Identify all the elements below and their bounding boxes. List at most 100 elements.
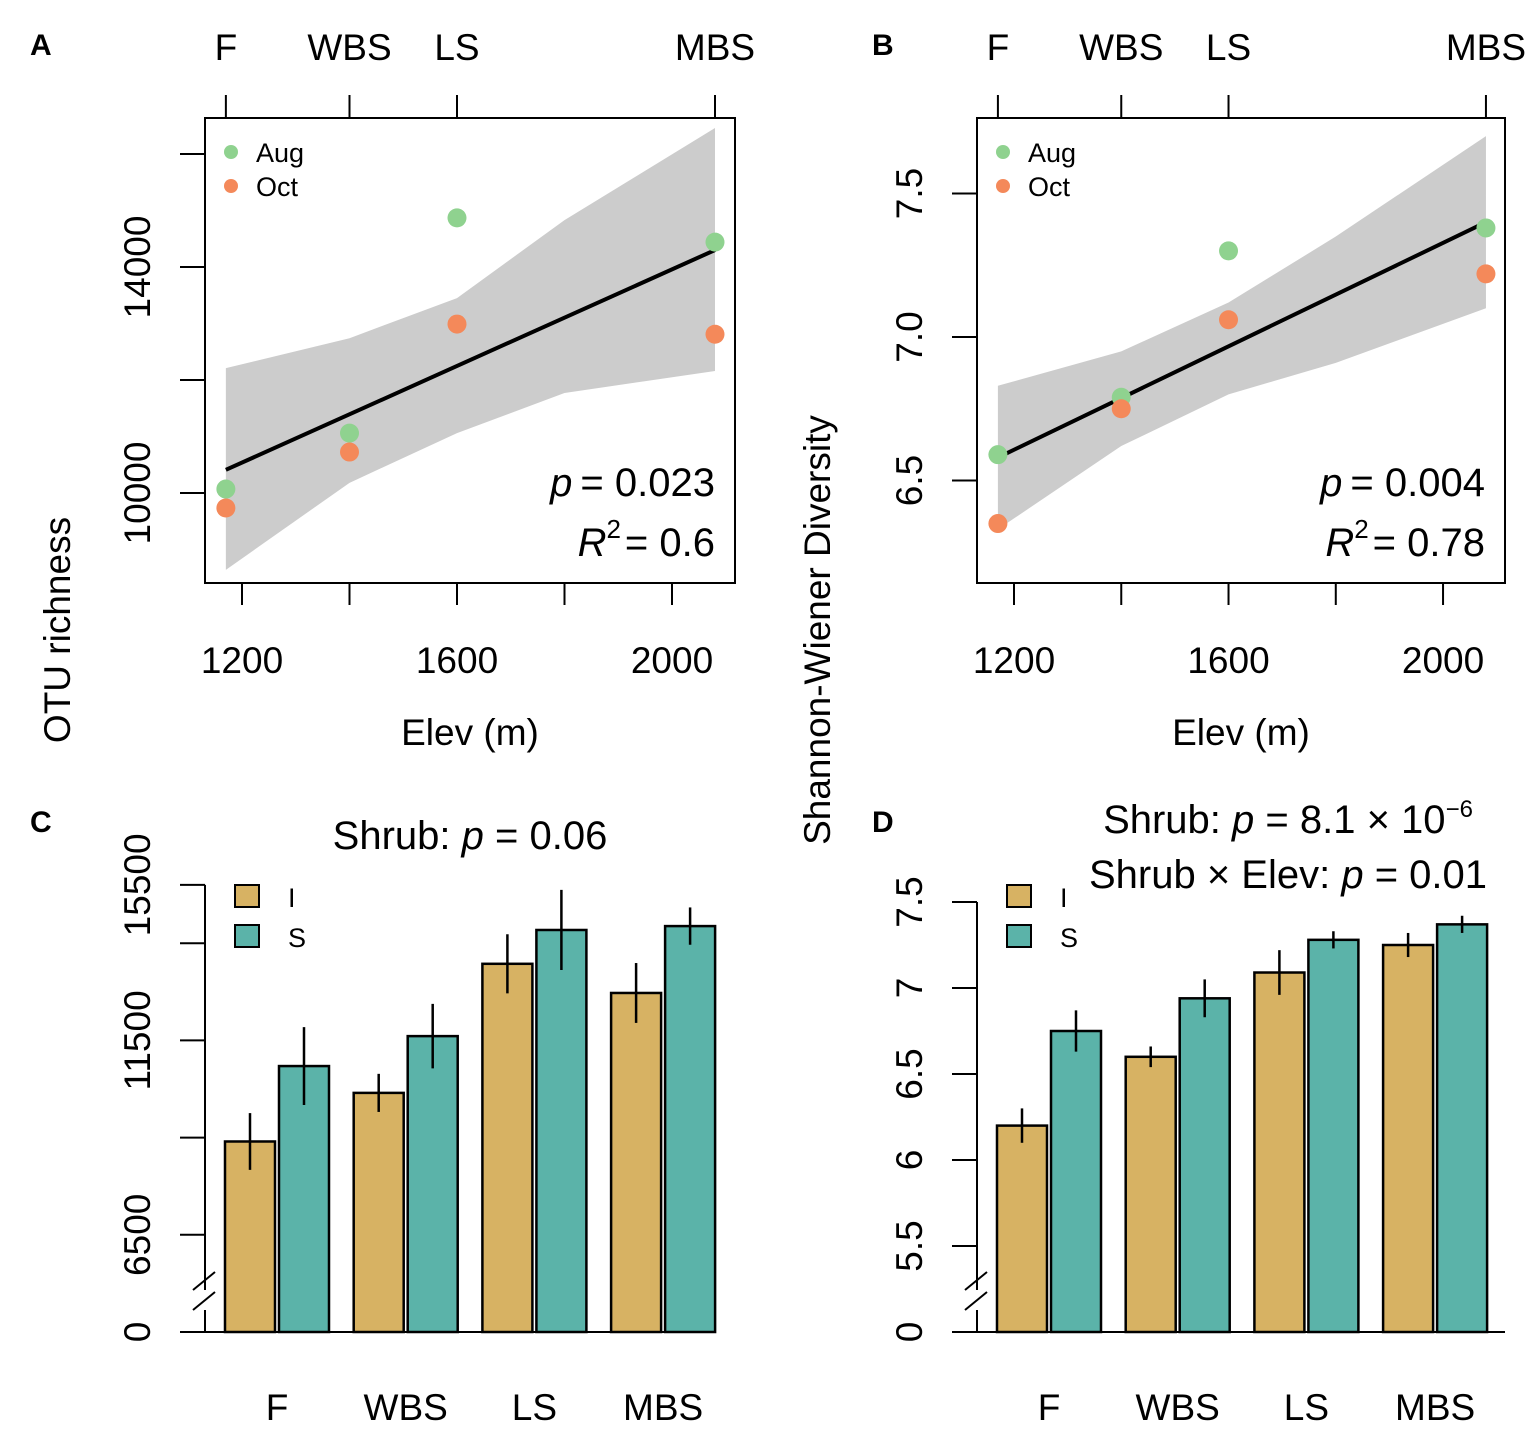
x-category-label: MBS — [623, 1387, 703, 1428]
y-tick-label: 11500 — [117, 990, 158, 1090]
p-value: = 0.004 — [1350, 461, 1485, 505]
legend-label: S — [288, 923, 306, 953]
title-part: Shrub × Elev: — [1089, 853, 1341, 897]
x-axis-label: Elev (m) — [401, 712, 539, 753]
x-tick-label: 1600 — [1187, 640, 1269, 681]
legend-marker-aug — [996, 145, 1010, 159]
scatter-panel-a: A Aug Oct 1200 1600 2000 Elev (m) 10000 14000 F WB… — [30, 27, 755, 753]
point-aug — [1476, 218, 1496, 238]
bar-i-mbs — [1381, 943, 1435, 1334]
x-axis-label: Elev (m) — [1172, 712, 1310, 753]
confidence-band — [997, 136, 1486, 530]
p-value-annotation: p = 0.004 — [1319, 461, 1485, 505]
bar-s-mbs — [663, 924, 717, 1334]
title-part: = 8.1 × 10 — [1254, 798, 1445, 842]
y-tick-label: 10000 — [117, 442, 158, 545]
scatter-panel-b: B Aug Oct 1200 1600 2000 Elev (m) 6.5 7.0 7.5 F WBS… — [872, 27, 1526, 753]
title-part: Shrub: — [333, 814, 462, 858]
y-tick-label: 7 — [889, 978, 930, 999]
y-axis-label-shannon-wiener: Shannon-Wiener Diversity — [797, 415, 838, 845]
title-part: Shrub: — [1103, 798, 1232, 842]
r2-annotation: R2 = 0.78 — [1325, 514, 1485, 565]
y-axis-label-otu-richness: OTU richness — [37, 517, 78, 743]
site-label: LS — [1206, 27, 1251, 68]
point-aug — [1219, 241, 1239, 261]
site-label: F — [215, 27, 238, 68]
point-oct — [1219, 310, 1239, 330]
site-label: WBS — [1079, 27, 1163, 68]
legend-label: Oct — [1028, 172, 1071, 202]
legend-label: Aug — [1028, 138, 1076, 168]
panel-letter: B — [872, 29, 894, 62]
title-part: = 0.01 — [1364, 853, 1487, 897]
bar-s-ls — [535, 928, 588, 1334]
bar-s-ls — [1307, 938, 1360, 1334]
bar-s-mbs — [1435, 923, 1489, 1334]
point-aug — [216, 479, 236, 499]
legend-swatch-s — [1006, 924, 1032, 948]
panel-letter: D — [872, 806, 894, 839]
legend-marker-oct — [996, 179, 1010, 193]
site-label: F — [987, 27, 1010, 68]
x-tick-label: 1600 — [416, 640, 498, 681]
legend-label: Aug — [256, 138, 304, 168]
site-label: MBS — [1446, 27, 1526, 68]
point-oct — [340, 442, 359, 462]
bar-i-mbs — [609, 991, 663, 1334]
title-part: p — [1340, 853, 1363, 897]
axis-break-mark — [964, 1271, 988, 1291]
legend-swatch-i — [234, 884, 260, 908]
x-tick-label: 2000 — [631, 640, 713, 681]
bar-panel-c: C Shrub: p = 0.06 F WBS LS MBS 0 6500 11500 15500… — [30, 806, 717, 1428]
legend-label: Oct — [256, 172, 299, 202]
r2-value: = 0.6 — [625, 521, 715, 565]
title-part: p — [461, 814, 484, 858]
r-superscript: 2 — [606, 514, 620, 544]
y-tick-label: 14000 — [117, 216, 158, 319]
y-tick-label: 7.5 — [889, 876, 930, 927]
point-oct — [1476, 264, 1496, 284]
bar-s-wbs — [1178, 997, 1231, 1334]
plot-frame — [204, 117, 736, 584]
x-tick-label: 2000 — [1402, 640, 1484, 681]
title-part: −6 — [1446, 796, 1473, 823]
x-tick-label: 1200 — [201, 640, 283, 681]
point-oct — [705, 324, 725, 344]
legend-marker-aug — [224, 145, 238, 159]
bar-i-wbs — [352, 1091, 405, 1334]
y-tick-label: 15500 — [117, 833, 158, 936]
p-value: = 0.023 — [580, 461, 715, 505]
bar-panel-d: D Shrub: p = 8.1 × 10−6 Shrub × Elev: p = … — [872, 796, 1505, 1428]
point-aug — [705, 232, 725, 252]
point-oct — [1111, 399, 1131, 419]
panel-title: Shrub: p = 0.06 — [333, 814, 608, 858]
y-tick-label: 5.5 — [889, 1220, 930, 1271]
bar-s-wbs — [406, 1034, 459, 1334]
point-aug — [988, 445, 1008, 465]
legend-label: I — [288, 883, 296, 913]
axis-break-mark — [192, 1291, 216, 1311]
y-tick-label: 0 — [117, 1322, 158, 1343]
y-tick-label: 6.5 — [889, 455, 930, 506]
y-tick-label: 6500 — [117, 1194, 158, 1276]
bar-i-f — [223, 1140, 277, 1334]
point-oct — [988, 514, 1008, 534]
x-category-label: F — [1038, 1387, 1061, 1428]
regression-line — [997, 220, 1487, 460]
x-category-label: WBS — [1136, 1387, 1220, 1428]
bar-i-f — [995, 1124, 1049, 1334]
legend-label: S — [1060, 923, 1078, 953]
x-category-label: WBS — [364, 1387, 448, 1428]
y-tick-label: 6.5 — [889, 1048, 930, 1099]
legend-marker-oct — [224, 179, 238, 193]
r-symbol: R — [578, 521, 607, 565]
legend-swatch-i — [1006, 884, 1032, 908]
p-symbol: p — [1319, 461, 1342, 505]
y-tick-label: 6 — [889, 1150, 930, 1171]
r-superscript: 2 — [1354, 514, 1368, 544]
panel-letter: A — [30, 29, 52, 62]
panel-letter: C — [30, 806, 52, 839]
y-tick-label: 7.0 — [889, 311, 930, 362]
bar-s-f — [277, 1064, 331, 1334]
